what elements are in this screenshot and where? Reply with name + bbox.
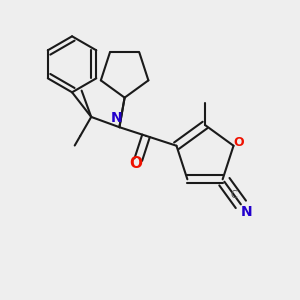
Text: O: O [233,136,244,149]
Text: N: N [240,205,252,219]
Text: O: O [129,156,142,171]
Text: C: C [230,190,237,200]
Text: N: N [111,111,122,125]
